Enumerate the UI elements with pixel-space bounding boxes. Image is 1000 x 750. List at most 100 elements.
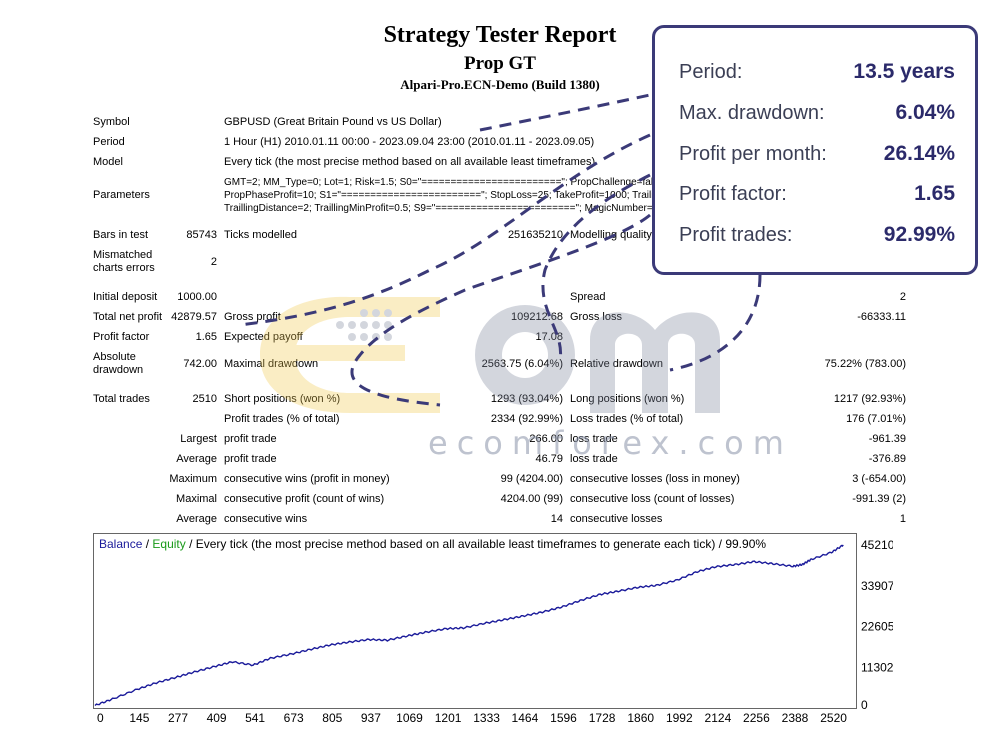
average-label: Average (176, 453, 217, 465)
absolute-drawdown-label-1: Absolute (93, 351, 136, 363)
legend-balance: Balance (99, 537, 143, 551)
total-trades-value: 2510 (192, 393, 217, 405)
x-tick-label: 1201 (435, 711, 462, 725)
callout-period-label: Period: (679, 61, 743, 83)
legend-separator: / (142, 537, 153, 551)
gross-loss-label: Gross loss (570, 311, 622, 323)
x-tick-label: 2388 (782, 711, 809, 725)
callout-pt-value: 92.99% (883, 223, 955, 246)
mismatch-label-2: charts errors (93, 262, 155, 274)
x-tick-label: 277 (168, 711, 188, 725)
callout-row-ppm: Profit per month: 26.14% (679, 139, 955, 169)
x-tick-label: 2520 (820, 711, 847, 725)
model-label: Model (93, 156, 123, 168)
mismatch-value: 2 (210, 256, 217, 268)
y-tick-label: 45210 (861, 538, 893, 552)
initial-deposit-value: 1000.00 (177, 291, 217, 303)
y-tick-label: 11302 (861, 660, 893, 674)
largest-profit-value: 266.00 (529, 433, 563, 445)
x-tick-label: 1992 (666, 711, 693, 725)
balance-chart: 45210 33907 22605 11302 0 0 145 277 409 541 673 805… (94, 538, 893, 725)
ecomforex-logo-watermark (260, 296, 720, 413)
maximum-label: Maximum (169, 473, 217, 485)
long-positions-label: Long positions (won %) (570, 393, 685, 405)
long-positions-value: 1217 (92.93%) (833, 393, 906, 405)
maximal-drawdown-label: Maximal drawdown (224, 358, 318, 370)
x-tick-label: 1069 (396, 711, 423, 725)
short-positions-label: Short positions (won %) (224, 393, 341, 405)
callout-row-profit-factor: Profit factor: 1.65 (679, 179, 955, 209)
maximal-cons-profit-value: 4204.00 (99) (500, 493, 563, 505)
largest-loss-label: loss trade (570, 433, 618, 445)
max-cons-losses-label: consecutive losses (loss in money) (570, 473, 740, 485)
avg-cons-losses-value: 1 (899, 513, 906, 525)
parameters-line-1: GMT=2; MM_Type=0; Lot=1; Risk=1.5; S0="=… (224, 177, 819, 188)
x-tick-label: 1728 (589, 711, 616, 725)
callout-period-value: 13.5 years (853, 60, 955, 83)
ticks-label: Ticks modelled (224, 229, 297, 241)
spread-label: Spread (570, 291, 606, 303)
callout-pf-value: 1.65 (914, 182, 955, 205)
profit-factor-label: Profit factor (93, 331, 150, 343)
x-tick-label: 1333 (473, 711, 500, 725)
average2-label: Average (176, 513, 217, 525)
symbol-label: Symbol (93, 116, 130, 128)
bars-value: 85743 (186, 229, 217, 241)
max-cons-wins-label: consecutive wins (profit in money) (224, 473, 390, 485)
x-tick-label: 1464 (512, 711, 539, 725)
watermark-text: ecomforex.com (428, 424, 793, 462)
relative-drawdown-value: 75.22% (783.00) (824, 358, 906, 370)
parameters-line-3: TraillingDistance=2; TraillingMinProfit=… (224, 203, 781, 214)
total-trades-label: Total trades (93, 393, 150, 405)
average-profit-value: 46.79 (535, 453, 563, 465)
loss-trades-value: 176 (7.01%) (846, 413, 906, 425)
average-loss-label: loss trade (570, 453, 618, 465)
largest-loss-value: -961.39 (868, 433, 906, 445)
ticks-value: 251635210 (507, 229, 563, 241)
callout-row-period: Period: 13.5 years (679, 57, 955, 87)
y-tick-label: 0 (861, 698, 868, 712)
largest-label: Largest (180, 433, 217, 445)
callout-ppm-label: Profit per month: (679, 143, 827, 165)
profit-factor-value: 1.65 (195, 331, 217, 343)
x-tick-label: 0 (97, 711, 104, 725)
max-cons-losses-value: 3 (-654.00) (852, 473, 906, 485)
parameters-line-2: PropPhaseProfit=10; S1="================… (224, 190, 704, 201)
average-profit-label: profit trade (224, 453, 277, 465)
x-tick-label: 409 (207, 711, 227, 725)
avg-cons-wins-label: consecutive wins (224, 513, 308, 525)
profit-trades-label: Profit trades (% of total) (224, 413, 340, 425)
absolute-drawdown-label-2: drawdown (93, 364, 144, 376)
period-label: Period (93, 136, 125, 148)
total-net-profit-value: 42879.57 (171, 311, 217, 323)
loss-trades-label: Loss trades (% of total) (570, 413, 684, 425)
bars-label: Bars in test (93, 229, 149, 241)
x-tick-label: 145 (129, 711, 149, 725)
gross-loss-value: -66333.11 (857, 311, 906, 323)
absolute-drawdown-value: 742.00 (183, 358, 217, 370)
avg-cons-losses-label: consecutive losses (570, 513, 663, 525)
spread-value: 2 (899, 291, 906, 303)
relative-drawdown-label: Relative drawdown (570, 358, 663, 370)
symbol-value: GBPUSD (Great Britain Pound vs US Dollar… (224, 116, 442, 128)
model-value: Every tick (the most precise method base… (224, 156, 596, 168)
y-tick-label: 22605 (861, 620, 893, 634)
callout-row-drawdown: Max. drawdown: 6.04% (679, 98, 955, 128)
callout-row-profit-trades: Profit trades: 92.99% (679, 220, 955, 250)
period-value: 1 Hour (H1) 2010.01.11 00:00 - 2023.09.0… (224, 136, 595, 148)
balance-chart-frame (93, 533, 857, 709)
callout-pt-label: Profit trades: (679, 224, 793, 246)
x-tick-label: 937 (361, 711, 381, 725)
x-tick-label: 2124 (705, 711, 732, 725)
initial-deposit-label: Initial deposit (93, 291, 158, 303)
x-tick-label: 541 (245, 711, 265, 725)
legend-description: / Every tick (the most precise method ba… (185, 537, 767, 551)
total-net-profit-label: Total net profit (93, 311, 163, 323)
profit-trades-value: 2334 (92.99%) (490, 413, 563, 425)
x-tick-label: 673 (284, 711, 304, 725)
maximal-cons-loss-label: consecutive loss (count of losses) (570, 493, 735, 505)
x-tick-label: 2256 (743, 711, 770, 725)
x-tick-label: 1860 (627, 711, 654, 725)
callout-drawdown-value: 6.04% (895, 101, 955, 124)
x-tick-label: 1596 (550, 711, 577, 725)
